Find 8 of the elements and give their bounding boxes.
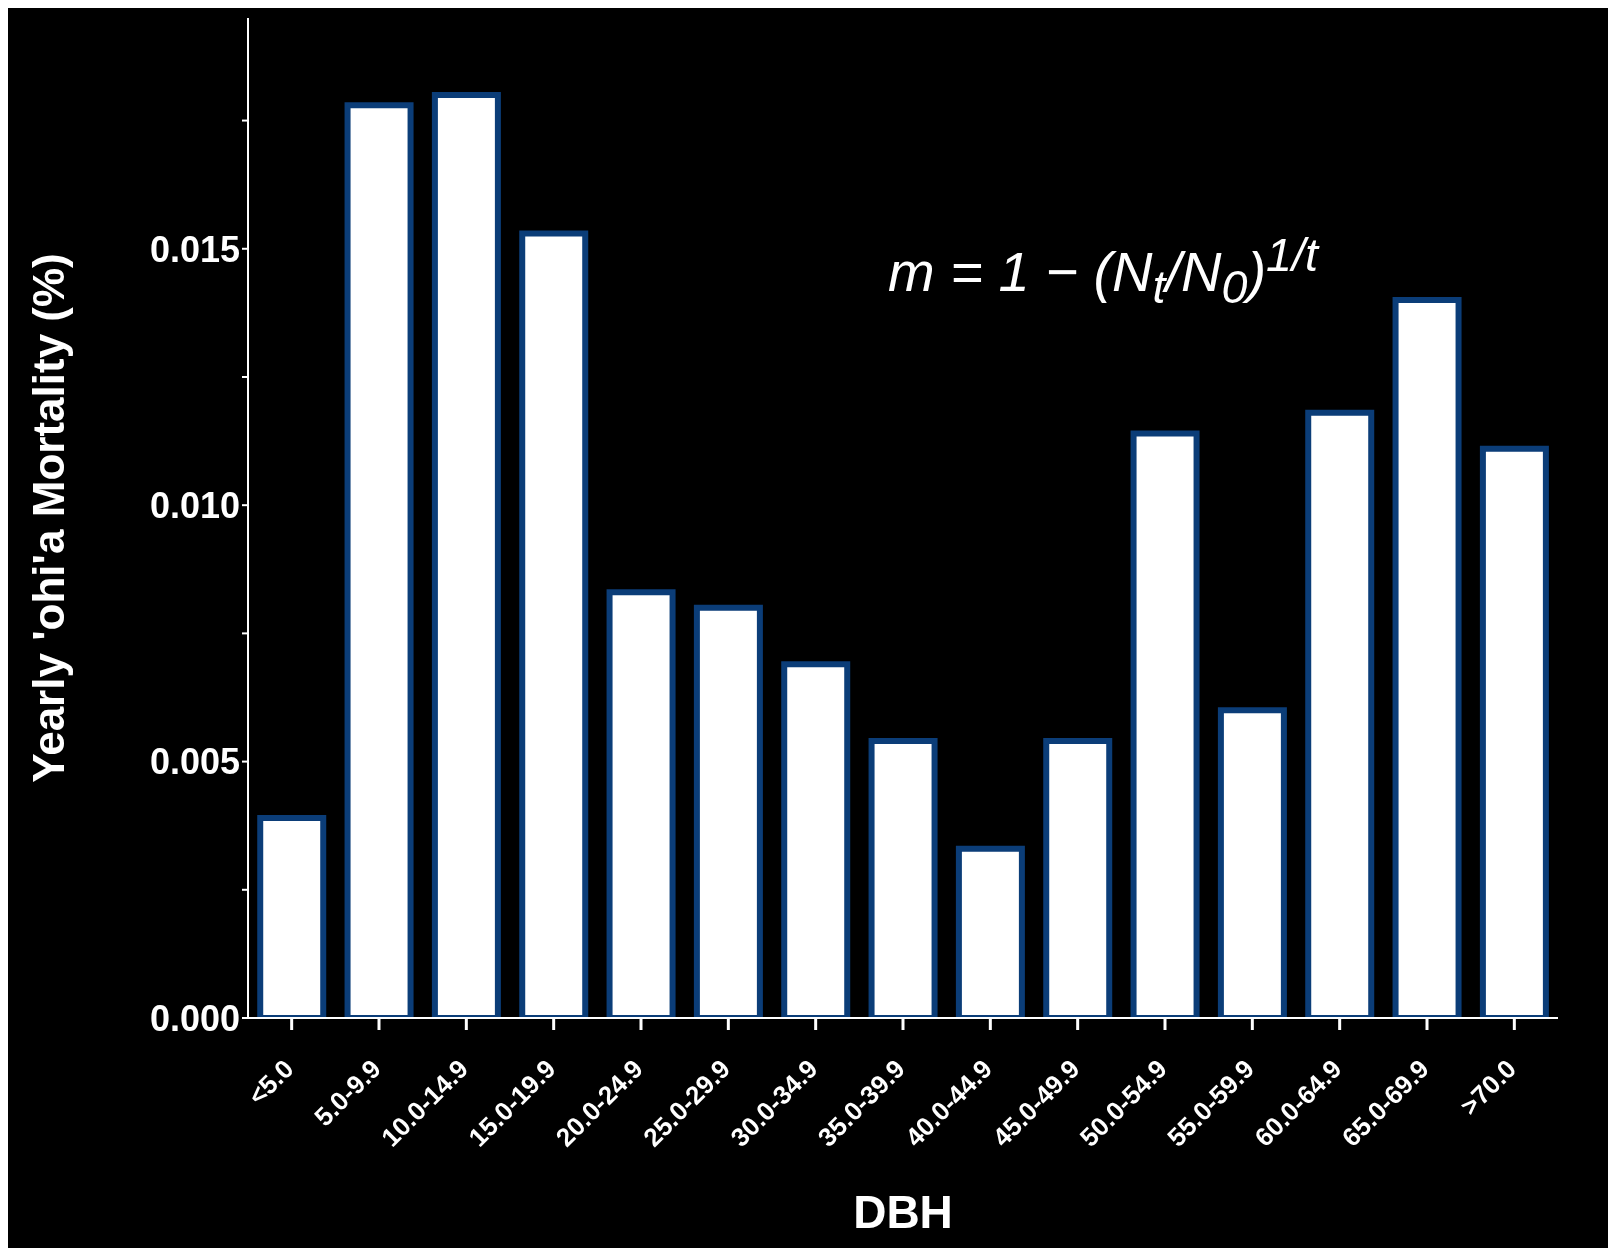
x-tick-label: <5.0 bbox=[241, 1053, 300, 1112]
y-tick-label: 0.005 bbox=[149, 741, 240, 783]
y-axis-title: Yearly 'ohi'a Mortality (%) bbox=[23, 253, 73, 783]
annotation: m = 1 − (N$_{t}$/N$_{0}$)$^{1/t}$ bbox=[888, 228, 1318, 314]
y-tick-label: 0.000 bbox=[149, 997, 240, 1039]
x-axis-title: DBH bbox=[853, 1186, 953, 1238]
y-tick-label: 0.015 bbox=[149, 228, 240, 270]
y-tick-label: 0.010 bbox=[149, 484, 240, 526]
